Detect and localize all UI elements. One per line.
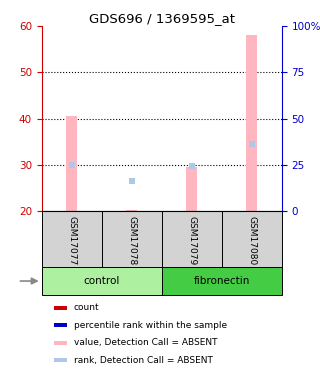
Title: GDS696 / 1369595_at: GDS696 / 1369595_at xyxy=(89,12,235,25)
Bar xyxy=(246,36,257,211)
Text: GSM17078: GSM17078 xyxy=(127,216,136,265)
Text: value, Detection Call = ABSENT: value, Detection Call = ABSENT xyxy=(74,338,218,347)
Text: GSM17080: GSM17080 xyxy=(247,216,256,265)
Text: rank, Detection Call = ABSENT: rank, Detection Call = ABSENT xyxy=(74,356,213,365)
Text: fibronectin: fibronectin xyxy=(193,276,250,286)
Bar xyxy=(54,358,67,362)
Text: GSM17077: GSM17077 xyxy=(67,216,76,265)
Bar xyxy=(54,323,67,327)
Bar xyxy=(102,211,162,267)
Text: control: control xyxy=(84,276,120,286)
Bar xyxy=(126,210,137,211)
Bar xyxy=(222,211,282,267)
Bar xyxy=(66,116,77,211)
Bar xyxy=(54,306,67,310)
Bar xyxy=(162,211,222,267)
Bar xyxy=(42,211,102,267)
Bar xyxy=(42,267,162,295)
Text: percentile rank within the sample: percentile rank within the sample xyxy=(74,321,227,330)
Bar xyxy=(186,167,197,211)
Bar xyxy=(162,267,282,295)
Bar xyxy=(54,341,67,345)
Text: GSM17079: GSM17079 xyxy=(187,216,196,265)
Text: count: count xyxy=(74,303,100,312)
